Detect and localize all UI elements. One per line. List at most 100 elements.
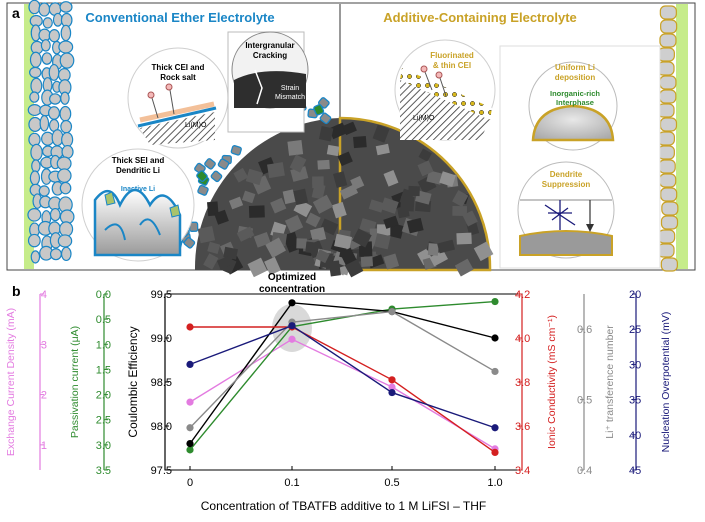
- cathode-grain: [454, 258, 474, 277]
- cathode-grain: [372, 124, 390, 143]
- cathode-grain: [317, 159, 330, 170]
- data-point: [288, 299, 296, 307]
- cathode-grain: [296, 238, 307, 249]
- series-line: [189, 300, 496, 451]
- cathode-grain: [315, 249, 330, 264]
- cathode-grain: [207, 241, 221, 255]
- li-grain: [660, 19, 678, 34]
- cathode-grain: [228, 196, 244, 210]
- cracked-shard: [210, 170, 223, 183]
- cathode-grain: [339, 247, 357, 265]
- cathode-grain: [310, 227, 327, 243]
- cathode-grain: [282, 189, 296, 205]
- li-grain: [30, 143, 43, 161]
- data-point: [186, 440, 194, 448]
- cathode-grain: [342, 121, 357, 136]
- tick-label: 0.5: [577, 395, 592, 407]
- tick-label: 0.4: [577, 465, 592, 477]
- tick-label: 1.5: [96, 364, 111, 376]
- li-grain: [58, 40, 74, 54]
- data-point: [388, 308, 396, 316]
- cracked-shard: [230, 145, 242, 156]
- li-grain: [28, 132, 41, 147]
- cathode-grain: [375, 143, 390, 156]
- data-point: [491, 367, 499, 376]
- cathode-grain: [248, 205, 265, 218]
- cathode-grain: [437, 239, 456, 254]
- li-grain: [49, 248, 62, 261]
- series-line: [189, 338, 496, 450]
- cathode-grain: [318, 126, 334, 142]
- callout-thick-cei-material: Li(M)O: [185, 122, 207, 129]
- li-grain: [29, 66, 42, 79]
- li-grain: [657, 47, 675, 62]
- cathode-grain: [452, 205, 467, 216]
- li-grain: [39, 115, 50, 132]
- cathode-grain: [284, 214, 304, 234]
- callout-inorganic-line2: Interphase: [556, 98, 594, 107]
- plot-frame: [164, 293, 523, 471]
- cathode-grain: [383, 170, 399, 187]
- cathode-grain: [353, 135, 367, 149]
- tick-label: 99.5: [151, 289, 172, 301]
- li-grain: [29, 91, 40, 103]
- callout-thick-sei-line1: Thick SEI and: [112, 156, 165, 165]
- left-li-deposit: [27, 0, 75, 264]
- tick-label: 3.6: [515, 421, 530, 433]
- cathode-grain: [452, 190, 469, 207]
- tick-label: 0.6: [577, 324, 592, 336]
- axis-label: Passivation current (μA): [69, 326, 81, 438]
- li-grain: [42, 17, 53, 29]
- cathode-grain: [344, 258, 364, 278]
- data-point: [288, 322, 296, 330]
- cathode-grain: [233, 167, 249, 183]
- cracked-shard: [183, 237, 196, 249]
- li-grain: [60, 91, 70, 105]
- li-grain: [49, 93, 62, 105]
- callout-fluorinated: Fluorinated & thin CEI Li(M)O: [394, 39, 496, 141]
- li-grain: [61, 144, 74, 159]
- li-grain: [61, 131, 74, 148]
- cathode-grain: [283, 231, 299, 248]
- panel-b-label: b: [12, 283, 21, 299]
- li-grain: [41, 52, 53, 65]
- cathode-grain: [247, 257, 268, 278]
- callout-thick-sei: Thick SEI and Dendritic Li Inactive Li: [81, 148, 195, 262]
- cathode-grain: [374, 233, 391, 250]
- tick-label: 2.5: [96, 415, 111, 427]
- axis-label: Coulombic Efficiency: [126, 326, 140, 437]
- cracked-shard: [319, 112, 332, 125]
- right-current-collector: [676, 4, 688, 269]
- cathode-grain: [368, 199, 385, 213]
- cracked-shard: [217, 158, 230, 170]
- cathode-grain: [334, 233, 352, 250]
- cathode-grain: [427, 243, 439, 256]
- li-grain: [659, 5, 677, 20]
- li-grain: [657, 145, 675, 160]
- cathode-grain: [305, 212, 321, 228]
- li-grain: [31, 159, 41, 173]
- cathode-grain: [339, 184, 359, 200]
- series-line: [189, 324, 496, 429]
- series-line: [190, 326, 496, 453]
- tick-label: 3.5: [96, 465, 111, 477]
- x-tick-label: 0.5: [384, 477, 399, 489]
- cathode-particle: [165, 97, 494, 278]
- li-grain: [659, 33, 677, 48]
- li-grain: [659, 75, 677, 90]
- li-grain: [28, 0, 41, 15]
- panel-a-label: a: [12, 5, 20, 21]
- cathode-grain: [406, 217, 424, 234]
- li-grain: [659, 89, 677, 104]
- callout-thick-sei-line2: Dendritic Li: [116, 166, 160, 175]
- series-line: [189, 310, 496, 429]
- li-grain: [49, 207, 61, 222]
- li-grain: [40, 39, 51, 52]
- li-grain: [59, 1, 73, 13]
- tick-label: 20: [629, 289, 641, 301]
- li-grain: [28, 116, 42, 132]
- cathode-grain: [265, 237, 286, 258]
- cathode-grain: [289, 154, 307, 173]
- tick-label: 3.4: [515, 465, 530, 477]
- cathode-grain: [203, 253, 219, 270]
